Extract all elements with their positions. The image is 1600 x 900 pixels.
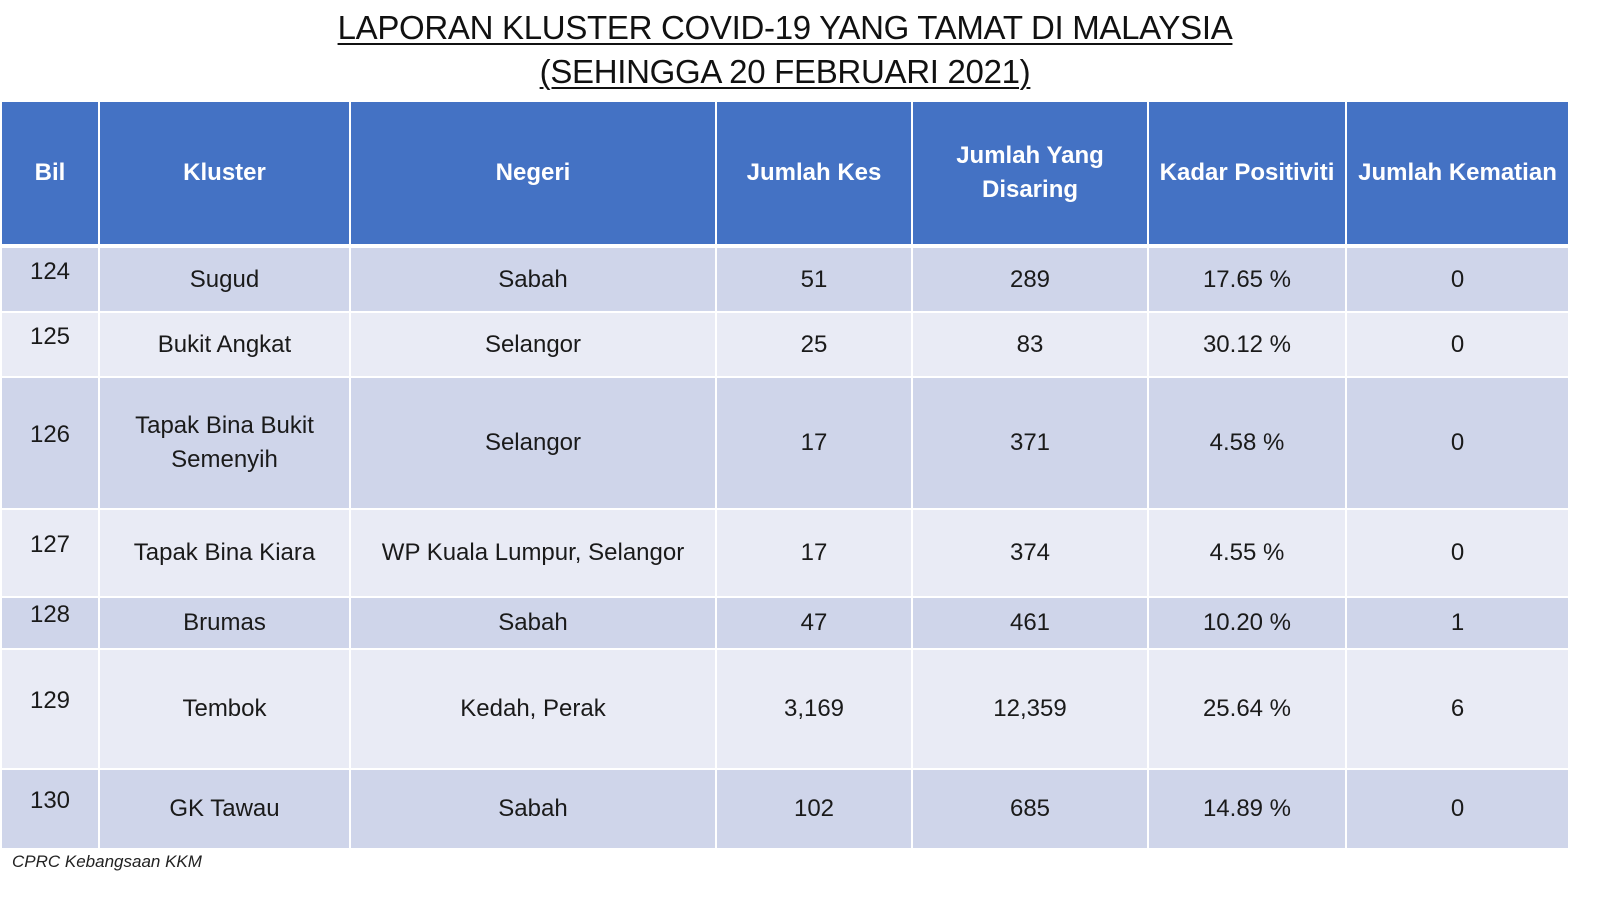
title-line-2: (SEHINGGA 20 FEBRUARI 2021) — [539, 53, 1031, 90]
cell-negeri: Sabah — [349, 596, 717, 650]
table-row: 127 Tapak Bina Kiara WP Kuala Lumpur, Se… — [0, 508, 1570, 598]
table-row: 128 Brumas Sabah 47 461 10.20 % 1 — [0, 596, 1570, 650]
table-row: 130 GK Tawau Sabah 102 685 14.89 % 0 — [0, 768, 1570, 850]
cell-kadar-positiviti: 17.65 % — [1147, 245, 1347, 313]
cell-jumlah-disaring: 12,359 — [911, 648, 1149, 770]
cell-negeri: Sabah — [349, 245, 717, 313]
header-negeri: Negeri — [349, 100, 717, 248]
cell-jumlah-kematian: 0 — [1345, 508, 1570, 598]
cell-jumlah-disaring: 83 — [911, 311, 1149, 378]
cell-kadar-positiviti: 10.20 % — [1147, 596, 1347, 650]
cell-bil: 125 — [0, 311, 100, 378]
table-header-row: Bil Kluster Negeri Jumlah Kes Jumlah Yan… — [0, 100, 1570, 248]
cell-jumlah-kes: 102 — [715, 768, 913, 850]
cell-kadar-positiviti: 14.89 % — [1147, 768, 1347, 850]
cell-negeri: Selangor — [349, 376, 717, 510]
table-row: 129 Tembok Kedah, Perak 3,169 12,359 25.… — [0, 648, 1570, 770]
cell-jumlah-kematian: 0 — [1345, 376, 1570, 510]
cell-kadar-positiviti: 4.55 % — [1147, 508, 1347, 598]
cell-bil: 130 — [0, 768, 100, 850]
cell-jumlah-disaring: 685 — [911, 768, 1149, 850]
source-footer: CPRC Kebangsaan KKM — [12, 852, 202, 871]
cell-jumlah-disaring: 371 — [911, 376, 1149, 510]
cell-jumlah-disaring: 289 — [911, 245, 1149, 313]
cell-jumlah-kes: 51 — [715, 245, 913, 313]
cell-jumlah-kematian: 0 — [1345, 245, 1570, 313]
cell-kluster: Tembok — [98, 648, 351, 770]
cell-negeri: Sabah — [349, 768, 717, 850]
cell-negeri: Kedah, Perak — [349, 648, 717, 770]
cluster-table: Bil Kluster Negeri Jumlah Kes Jumlah Yan… — [0, 100, 1570, 850]
cell-kluster: Tapak Bina Bukit Semenyih — [98, 376, 351, 510]
cell-jumlah-kes: 3,169 — [715, 648, 913, 770]
cell-bil: 127 — [0, 508, 100, 598]
cell-kadar-positiviti: 25.64 % — [1147, 648, 1347, 770]
cell-kadar-positiviti: 30.12 % — [1147, 311, 1347, 378]
header-bil: Bil — [0, 100, 100, 248]
cell-negeri: WP Kuala Lumpur, Selangor — [349, 508, 717, 598]
report-title: LAPORAN KLUSTER COVID-19 YANG TAMAT DI M… — [0, 6, 1570, 94]
cell-bil: 124 — [0, 245, 100, 313]
header-kadar-positiviti: Kadar Positiviti — [1147, 100, 1347, 248]
cell-jumlah-kematian: 0 — [1345, 311, 1570, 378]
cell-kluster: GK Tawau — [98, 768, 351, 850]
cell-jumlah-kematian: 6 — [1345, 648, 1570, 770]
header-jumlah-kematian: Jumlah Kematian — [1345, 100, 1570, 248]
table-row: 124 Sugud Sabah 51 289 17.65 % 0 — [0, 245, 1570, 313]
cell-jumlah-kes: 47 — [715, 596, 913, 650]
cell-jumlah-kematian: 1 — [1345, 596, 1570, 650]
cell-kluster: Sugud — [98, 245, 351, 313]
title-line-1: LAPORAN KLUSTER COVID-19 YANG TAMAT DI M… — [337, 9, 1233, 46]
cell-bil: 126 — [0, 376, 100, 510]
cell-kluster: Brumas — [98, 596, 351, 650]
cell-jumlah-disaring: 374 — [911, 508, 1149, 598]
header-jumlah-disaring: Jumlah Yang Disaring — [911, 100, 1149, 248]
cell-kadar-positiviti: 4.58 % — [1147, 376, 1347, 510]
cell-kluster: Tapak Bina Kiara — [98, 508, 351, 598]
cell-kluster: Bukit Angkat — [98, 311, 351, 378]
header-jumlah-kes: Jumlah Kes — [715, 100, 913, 248]
header-kluster: Kluster — [98, 100, 351, 248]
cell-jumlah-kes: 17 — [715, 376, 913, 510]
table-row: 126 Tapak Bina Bukit Semenyih Selangor 1… — [0, 376, 1570, 510]
cell-bil: 129 — [0, 648, 100, 770]
cell-bil: 128 — [0, 596, 100, 650]
table-row: 125 Bukit Angkat Selangor 25 83 30.12 % … — [0, 311, 1570, 378]
cell-jumlah-disaring: 461 — [911, 596, 1149, 650]
cell-jumlah-kes: 17 — [715, 508, 913, 598]
cell-jumlah-kematian: 0 — [1345, 768, 1570, 850]
cell-negeri: Selangor — [349, 311, 717, 378]
cell-jumlah-kes: 25 — [715, 311, 913, 378]
